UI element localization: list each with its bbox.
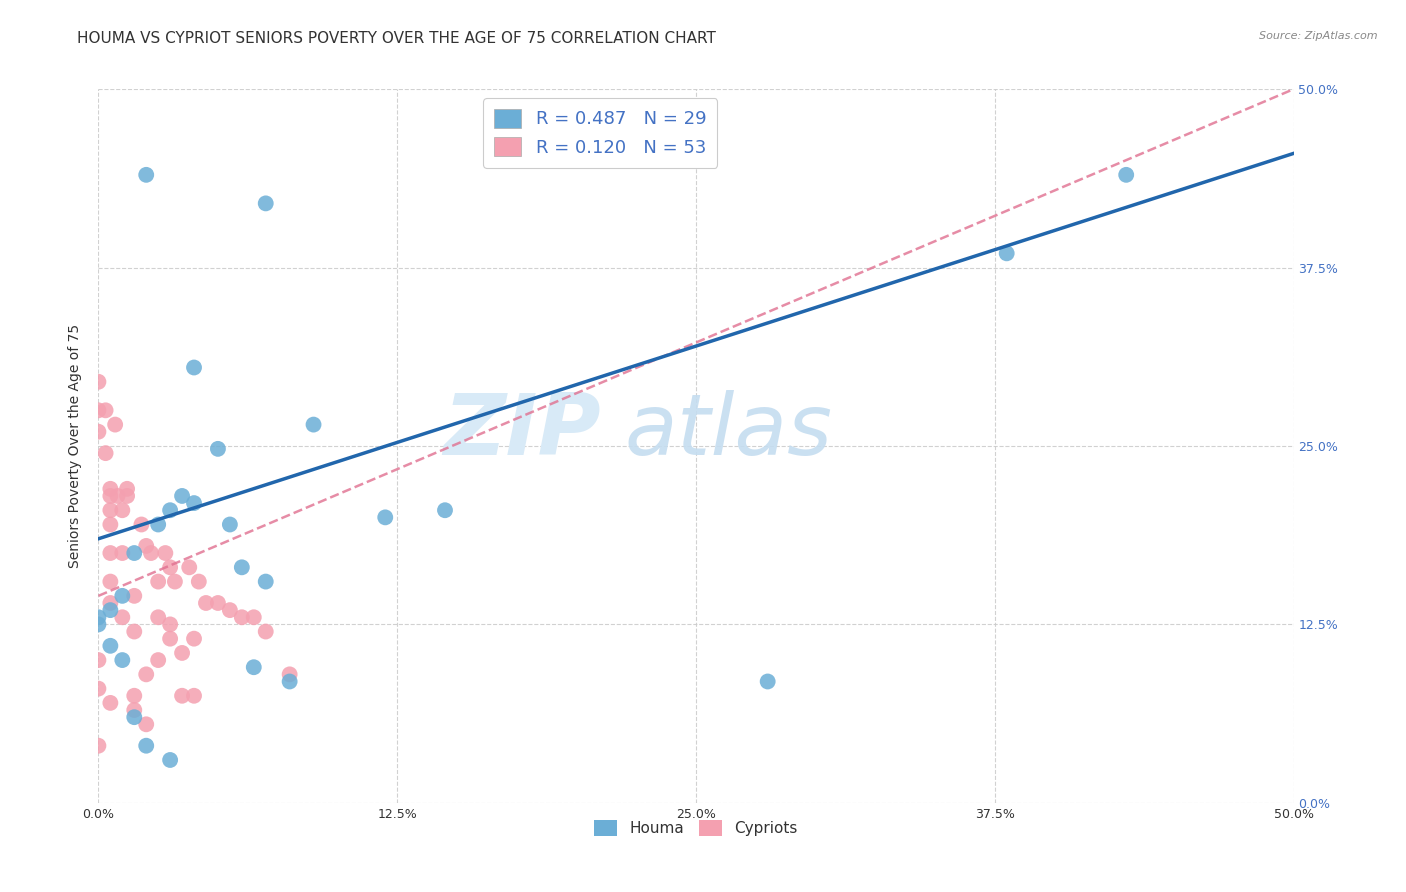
Point bbox=[243, 660, 266, 674]
Point bbox=[104, 417, 127, 432]
Point bbox=[87, 610, 110, 624]
Point bbox=[124, 624, 146, 639]
Point bbox=[131, 517, 153, 532]
Point bbox=[111, 546, 134, 560]
Point bbox=[207, 596, 229, 610]
Point bbox=[135, 717, 157, 731]
Point bbox=[163, 574, 186, 589]
Point bbox=[756, 674, 779, 689]
Point bbox=[187, 574, 209, 589]
Point bbox=[124, 703, 146, 717]
Point bbox=[98, 517, 122, 532]
Point bbox=[183, 360, 205, 375]
Point bbox=[148, 574, 170, 589]
Point bbox=[195, 596, 218, 610]
Point bbox=[87, 617, 110, 632]
Point bbox=[139, 546, 162, 560]
Point bbox=[302, 417, 325, 432]
Point bbox=[434, 503, 457, 517]
Point bbox=[231, 560, 253, 574]
Point bbox=[135, 168, 157, 182]
Point bbox=[98, 596, 122, 610]
Point bbox=[207, 442, 229, 456]
Y-axis label: Seniors Poverty Over the Age of 75: Seniors Poverty Over the Age of 75 bbox=[69, 324, 83, 568]
Point bbox=[231, 610, 253, 624]
Point bbox=[172, 646, 194, 660]
Point bbox=[219, 517, 242, 532]
Point bbox=[183, 689, 205, 703]
Point bbox=[124, 589, 146, 603]
Point bbox=[111, 589, 134, 603]
Point bbox=[159, 560, 181, 574]
Point bbox=[98, 482, 122, 496]
Point bbox=[179, 560, 201, 574]
Point bbox=[183, 496, 205, 510]
Point bbox=[159, 753, 181, 767]
Point bbox=[159, 617, 181, 632]
Point bbox=[115, 482, 138, 496]
Point bbox=[148, 517, 170, 532]
Point bbox=[87, 681, 110, 696]
Point bbox=[148, 610, 170, 624]
Point bbox=[94, 403, 117, 417]
Point bbox=[98, 639, 122, 653]
Point bbox=[98, 546, 122, 560]
Point bbox=[159, 503, 181, 517]
Point bbox=[219, 603, 242, 617]
Point bbox=[98, 489, 122, 503]
Point bbox=[172, 689, 194, 703]
Point bbox=[995, 246, 1018, 260]
Point bbox=[98, 696, 122, 710]
Text: HOUMA VS CYPRIOT SENIORS POVERTY OVER THE AGE OF 75 CORRELATION CHART: HOUMA VS CYPRIOT SENIORS POVERTY OVER TH… bbox=[77, 31, 716, 46]
Point bbox=[135, 739, 157, 753]
Legend: Houma, Cypriots: Houma, Cypriots bbox=[585, 811, 807, 845]
Point bbox=[98, 503, 122, 517]
Point bbox=[94, 446, 117, 460]
Point bbox=[98, 603, 122, 617]
Point bbox=[87, 375, 110, 389]
Point bbox=[87, 739, 110, 753]
Point bbox=[87, 425, 110, 439]
Point bbox=[243, 610, 266, 624]
Point bbox=[135, 539, 157, 553]
Point bbox=[107, 489, 129, 503]
Point bbox=[111, 610, 134, 624]
Text: ZIP: ZIP bbox=[443, 390, 600, 474]
Point bbox=[155, 546, 177, 560]
Point bbox=[115, 489, 138, 503]
Point bbox=[111, 653, 134, 667]
Point bbox=[374, 510, 396, 524]
Point bbox=[254, 624, 277, 639]
Point bbox=[124, 546, 146, 560]
Point bbox=[135, 667, 157, 681]
Point bbox=[87, 653, 110, 667]
Point bbox=[124, 689, 146, 703]
Point bbox=[111, 503, 134, 517]
Point bbox=[87, 403, 110, 417]
Point bbox=[278, 674, 301, 689]
Point bbox=[183, 632, 205, 646]
Point bbox=[124, 710, 146, 724]
Point bbox=[1115, 168, 1137, 182]
Point bbox=[159, 632, 181, 646]
Point bbox=[172, 489, 194, 503]
Point bbox=[148, 653, 170, 667]
Point bbox=[98, 574, 122, 589]
Point bbox=[278, 667, 301, 681]
Point bbox=[254, 196, 277, 211]
Text: atlas: atlas bbox=[624, 390, 832, 474]
Point bbox=[254, 574, 277, 589]
Text: Source: ZipAtlas.com: Source: ZipAtlas.com bbox=[1260, 31, 1378, 41]
